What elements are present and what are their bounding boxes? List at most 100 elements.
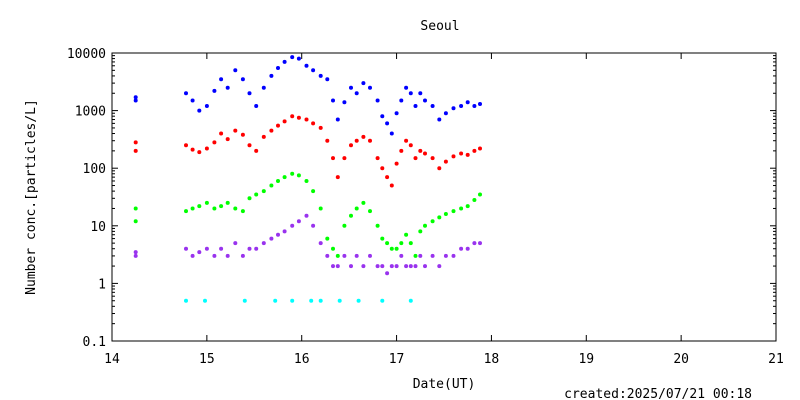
data-point	[430, 156, 435, 161]
data-point	[204, 246, 209, 251]
data-point	[451, 253, 456, 258]
data-point	[399, 253, 404, 258]
data-point	[247, 246, 252, 251]
data-point	[233, 206, 238, 211]
data-point	[190, 253, 195, 258]
data-point	[133, 148, 138, 153]
data-point	[443, 253, 448, 258]
data-point	[269, 183, 274, 188]
y-axis-label: Number conc.[particles/L]	[24, 99, 39, 295]
data-point	[335, 253, 340, 258]
data-point	[342, 223, 347, 228]
data-point	[335, 175, 340, 180]
data-point	[219, 204, 224, 209]
data-point	[404, 138, 409, 143]
data-point	[331, 156, 335, 161]
data-point	[418, 229, 423, 234]
data-point	[269, 73, 274, 78]
data-point	[276, 123, 280, 128]
x-tick-label: 18	[484, 352, 500, 367]
data-point	[190, 206, 195, 211]
data-point	[311, 189, 316, 194]
data-point	[197, 204, 202, 209]
data-point	[276, 66, 280, 70]
data-point	[408, 143, 413, 148]
data-point	[225, 253, 230, 258]
data-point	[349, 264, 353, 269]
y-tick-label: 10	[90, 220, 106, 235]
y-axis-ticks: 0.1 1 10 100 1000 10000	[67, 47, 776, 350]
data-point	[423, 264, 427, 269]
series-4-points	[184, 298, 413, 303]
data-point	[337, 298, 342, 303]
data-point	[451, 154, 456, 159]
x-tick-label: 19	[578, 352, 594, 367]
data-point	[354, 206, 359, 211]
data-point	[394, 111, 399, 116]
data-point	[413, 264, 418, 269]
data-point	[361, 134, 366, 139]
data-point	[368, 138, 372, 143]
data-point	[240, 77, 245, 82]
series-3-points	[133, 213, 482, 276]
data-point	[311, 223, 316, 228]
x-tick-label: 17	[389, 352, 405, 367]
data-point	[472, 104, 477, 108]
data-point	[380, 114, 385, 119]
data-point	[233, 68, 238, 73]
data-point	[325, 253, 330, 258]
data-point	[394, 161, 399, 166]
data-point	[375, 223, 380, 228]
data-point	[233, 241, 238, 246]
data-point	[418, 91, 423, 96]
x-tick-label: 16	[294, 352, 310, 367]
plot-frame	[111, 52, 777, 342]
data-point	[273, 298, 278, 303]
data-point	[240, 209, 245, 214]
data-point	[225, 85, 230, 90]
data-point	[247, 91, 252, 96]
data-point	[242, 298, 247, 303]
y-tick-label: 10000	[67, 47, 106, 62]
data-point	[368, 253, 372, 258]
data-point	[296, 115, 301, 120]
data-point	[342, 156, 347, 161]
data-point	[423, 98, 427, 103]
data-point	[331, 98, 335, 103]
data-point	[472, 198, 477, 202]
data-point	[204, 146, 209, 151]
data-point	[437, 264, 442, 269]
data-point	[389, 183, 394, 188]
data-point	[204, 200, 209, 205]
data-point	[437, 215, 442, 220]
data-point	[197, 150, 202, 155]
data-point	[335, 264, 340, 269]
data-point	[133, 95, 138, 100]
data-point	[325, 77, 330, 82]
data-point	[389, 131, 394, 136]
data-point	[247, 196, 252, 201]
data-point	[399, 241, 404, 246]
data-point	[290, 223, 295, 228]
data-point	[459, 246, 464, 251]
data-point	[325, 236, 330, 241]
data-point	[349, 143, 353, 148]
data-point	[430, 104, 435, 108]
data-point	[465, 204, 470, 209]
x-tick-label: 15	[199, 352, 215, 367]
data-point	[282, 59, 287, 64]
data-points-layer	[133, 55, 482, 303]
data-point	[385, 175, 390, 180]
data-point	[459, 104, 464, 108]
data-point	[361, 200, 366, 205]
x-tick-label: 14	[104, 352, 120, 367]
data-point	[437, 166, 442, 171]
data-point	[408, 91, 413, 96]
data-point	[304, 179, 309, 183]
data-point	[311, 121, 316, 126]
data-point	[212, 88, 217, 93]
data-point	[413, 104, 418, 108]
data-point	[219, 131, 224, 136]
data-point	[349, 213, 353, 218]
data-point	[282, 119, 287, 124]
